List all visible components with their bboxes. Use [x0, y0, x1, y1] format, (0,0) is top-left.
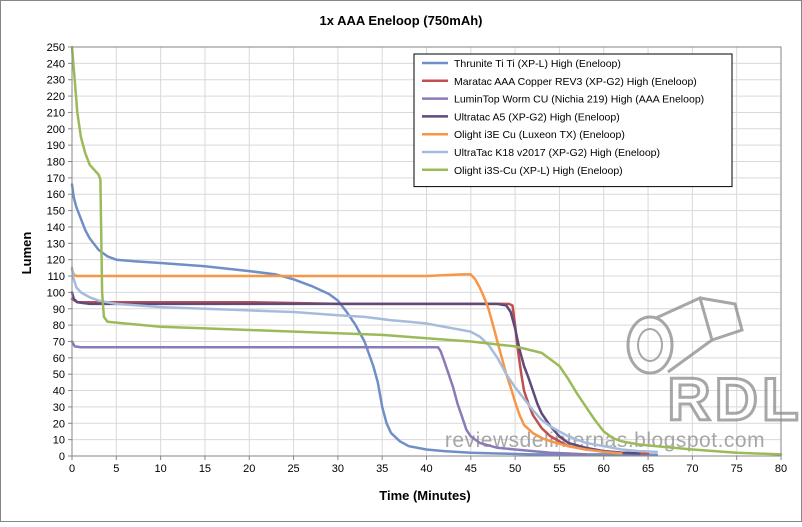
- legend-entry-label: Maratac AAA Copper REV3 (XP-G2) High (En…: [454, 76, 697, 88]
- y-tick-label: 100: [47, 287, 65, 299]
- y-tick-label: 150: [47, 206, 65, 218]
- y-tick-label: 0: [59, 451, 65, 463]
- x-tick-label: 55: [553, 463, 565, 475]
- x-tick-label: 60: [598, 463, 610, 475]
- x-tick-label: 50: [509, 463, 521, 475]
- legend-entry-label: Thrunite Ti Ti (XP-L) High (Eneloop): [454, 58, 621, 70]
- series-line-3: [70, 340, 588, 456]
- legend-box: [413, 53, 733, 188]
- legend-entry-label: UltraTac K18 v2017 (XP-G2) High (Eneloop…: [454, 147, 660, 159]
- series-line-5: [70, 268, 623, 455]
- y-tick-label: 40: [53, 386, 65, 398]
- y-tick-label: 250: [47, 42, 65, 54]
- x-tick-label: 65: [642, 463, 654, 475]
- y-tick-label: 80: [53, 320, 65, 332]
- x-tick-label: 5: [113, 463, 119, 475]
- y-tick-label: 20: [53, 418, 65, 430]
- series-line-4: [70, 291, 641, 455]
- tick-layer: 0102030405060708090100110120130140150160…: [47, 42, 787, 475]
- series-layer: [70, 45, 783, 456]
- legend: Thrunite Ti Ti (XP-L) High (Eneloop) Mara…: [413, 53, 733, 188]
- y-tick-label: 170: [47, 173, 65, 185]
- legend-entry-label: LuminTop Worm CU (Nichia 219) High (AAA …: [454, 94, 704, 106]
- y-tick-label: 60: [53, 353, 65, 365]
- x-tick-label: 10: [155, 463, 167, 475]
- legend-entry-label: Olight i3S-Cu (XP-L) High (Eneloop): [454, 165, 623, 177]
- y-tick-label: 220: [47, 91, 65, 103]
- y-axis-label: Lumen: [19, 232, 34, 275]
- y-tick-label: 90: [53, 304, 65, 316]
- series-line-1: [70, 183, 659, 456]
- y-tick-label: 110: [47, 271, 65, 283]
- y-tick-label: 30: [53, 402, 65, 414]
- y-tick-label: 140: [47, 222, 65, 234]
- y-tick-label: 190: [47, 140, 65, 152]
- x-tick-label: 15: [199, 463, 211, 475]
- y-tick-label: 240: [47, 58, 65, 70]
- series-line-7: [70, 45, 783, 456]
- y-tick-label: 50: [53, 369, 65, 381]
- y-tick-label: 210: [47, 107, 65, 119]
- watermark: RDL reviewsdelinternas.blogspot.com: [445, 295, 802, 452]
- plot-area-border: [71, 46, 782, 457]
- flashlight-logo-icon: [626, 295, 744, 375]
- series-line-6: [70, 266, 659, 454]
- x-tick-label: 20: [243, 463, 255, 475]
- y-tick-label: 130: [47, 238, 65, 250]
- x-tick-label: 35: [376, 463, 388, 475]
- y-tick-label: 10: [53, 435, 65, 447]
- watermark-url: reviewsdelinternas.blogspot.com: [445, 429, 765, 452]
- x-tick-label: 30: [332, 463, 344, 475]
- x-tick-label: 80: [775, 463, 787, 475]
- chart-title: 1x AAA Eneloop (750mAh): [319, 13, 482, 28]
- x-tick-label: 75: [731, 463, 743, 475]
- x-tick-label: 0: [69, 463, 75, 475]
- x-tick-label: 40: [420, 463, 432, 475]
- y-tick-label: 180: [47, 157, 65, 169]
- x-tick-label: 70: [686, 463, 698, 475]
- x-tick-label: 25: [287, 463, 299, 475]
- y-tick-label: 160: [47, 189, 65, 201]
- watermark-logo-text: RDL: [667, 366, 802, 433]
- x-tick-label: 45: [465, 463, 477, 475]
- legend-entry-label: Ultratac A5 (XP-G2) High (Eneloop): [454, 111, 620, 123]
- y-tick-label: 230: [47, 75, 65, 87]
- legend-entry-label: Olight i3E Cu (Luxeon TX) (Eneloop): [454, 129, 625, 141]
- y-tick-label: 70: [53, 336, 65, 348]
- y-tick-label: 120: [47, 255, 65, 267]
- y-tick-label: 200: [47, 124, 65, 136]
- x-axis-label: Time (Minutes): [379, 488, 471, 503]
